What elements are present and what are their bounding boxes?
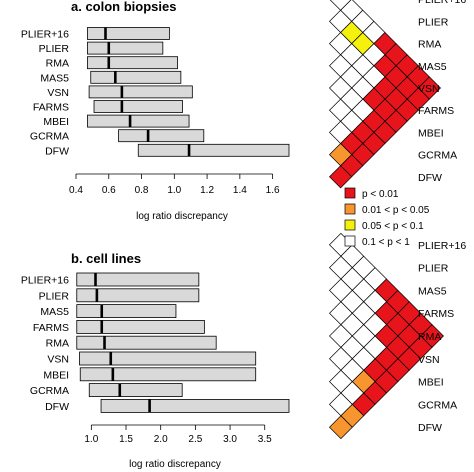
x-tick-label: 3.0: [223, 434, 237, 445]
row-label: MBEI: [43, 369, 69, 381]
x-tick-label: 1.0: [84, 434, 98, 445]
panel-colon-biopsies: a. colon biopsies log ratio discrepancy …: [21, 0, 466, 222]
matrix-label: PLIER: [418, 16, 449, 28]
row-label: MAS5: [40, 72, 69, 84]
box: [76, 319, 205, 334]
row-label: MAS5: [40, 306, 69, 318]
matrix-label: PLIER+16: [418, 240, 466, 252]
matrix-label: RMA: [418, 331, 441, 343]
row-label: RMA: [46, 58, 69, 70]
box: [87, 27, 170, 40]
matrix-label: RMA: [418, 39, 441, 51]
row-label: PLIER+16: [21, 29, 69, 41]
legend-swatch: [344, 187, 356, 199]
legend: p < 0.01 0.01 < p < 0.05 0.05 < p < 0.1 0.1…: [344, 187, 430, 248]
row-label: DFW: [45, 145, 69, 157]
x-tick-label: 0.8: [135, 185, 149, 196]
row-label: VSN: [47, 87, 69, 99]
x-tick-label: 2.0: [154, 434, 168, 445]
legend-label: 0.01 < p < 0.05: [362, 205, 430, 216]
row-label: PLIER: [39, 290, 70, 302]
box: [76, 272, 200, 287]
matrix-label: DFW: [418, 172, 442, 184]
panel-cell-lines: b. cell lines log ratio discrepancy PLIE…: [21, 232, 466, 470]
x-tick-label: 1.5: [119, 434, 133, 445]
legend-swatch: [344, 219, 356, 231]
matrix-label: MBEI: [418, 377, 444, 389]
box: [87, 41, 164, 55]
x-tick-label: 0.6: [102, 185, 116, 196]
matrix-label: GCRMA: [418, 150, 457, 162]
matrix-label: DFW: [418, 422, 442, 434]
matrix-label: VSN: [418, 354, 440, 366]
matrix-label: MBEI: [418, 127, 444, 139]
box: [90, 70, 182, 84]
matrix-label: MAS5: [418, 285, 447, 297]
x-axis-label: log ratio discrepancy: [136, 211, 228, 222]
legend-label: 0.05 < p < 0.1: [362, 221, 424, 232]
x-tick-label: 2.5: [188, 434, 202, 445]
box: [79, 367, 257, 382]
box: [76, 335, 217, 350]
legend-swatch: [344, 235, 356, 247]
matrix-label: GCRMA: [418, 399, 457, 411]
matrix-label: PLIER+16: [418, 0, 466, 6]
x-tick-label: 1.2: [200, 185, 214, 196]
legend-label: 0.1 < p < 1: [362, 237, 410, 248]
legend-swatch: [344, 203, 356, 215]
x-tick-label: 3.5: [258, 434, 272, 445]
box: [93, 100, 183, 113]
matrix-label: FARMS: [418, 105, 454, 117]
x-axis-label: log ratio discrepancy: [129, 459, 221, 470]
row-label: PLIER: [39, 43, 70, 55]
row-label: PLIER+16: [21, 275, 69, 287]
row-label: GCRMA: [30, 385, 69, 397]
row-label: RMA: [46, 338, 69, 350]
x-tick-label: 0.4: [69, 185, 83, 196]
x-tick-label: 1.4: [233, 185, 247, 196]
panel-title: b. cell lines: [71, 251, 141, 266]
row-label: FARMS: [33, 102, 69, 114]
box: [87, 56, 178, 70]
matrix-label: VSN: [418, 83, 440, 95]
matrix-label: PLIER: [418, 263, 449, 275]
matrix-cell: [329, 415, 353, 440]
box: [87, 114, 190, 128]
box: [76, 288, 200, 303]
box: [88, 85, 193, 99]
box: [137, 143, 290, 157]
matrix-label: MAS5: [418, 61, 447, 73]
row-label: VSN: [47, 354, 69, 366]
box: [118, 129, 205, 143]
legend-label: p < 0.01: [362, 189, 399, 200]
x-tick-label: 1.6: [266, 185, 280, 196]
row-label: MBEI: [43, 116, 69, 128]
box: [100, 398, 290, 413]
matrix-cell: [329, 165, 353, 189]
panel-title: a. colon biopsies: [71, 0, 176, 14]
row-label: GCRMA: [30, 131, 69, 143]
box: [88, 383, 183, 398]
box: [76, 304, 177, 319]
row-label: FARMS: [33, 322, 69, 334]
box: [79, 351, 257, 366]
row-label: DFW: [45, 401, 69, 413]
x-tick-label: 1.0: [167, 185, 181, 196]
matrix-label: FARMS: [418, 308, 454, 320]
